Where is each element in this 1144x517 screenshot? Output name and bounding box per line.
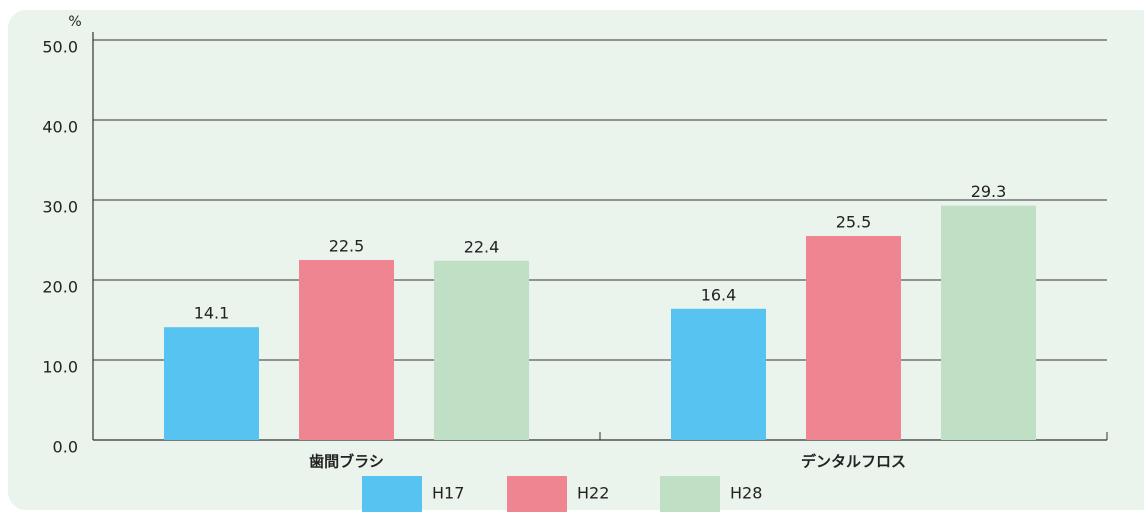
y-tick-label: 20.0: [42, 278, 78, 297]
bar: [941, 205, 1036, 440]
y-tick-label: 50.0: [42, 38, 78, 57]
data-label: 29.3: [971, 182, 1007, 201]
legend-swatch: [362, 476, 422, 512]
data-label: 22.5: [329, 237, 365, 256]
bar: [806, 236, 901, 440]
y-tick-label: 10.0: [42, 358, 78, 377]
x-tick-label: デンタルフロス: [801, 453, 906, 471]
legend-label: H22: [577, 484, 609, 503]
bar: [299, 260, 394, 440]
legend-swatch: [660, 476, 720, 512]
data-label: 25.5: [836, 213, 872, 232]
legend-swatch: [507, 476, 567, 512]
data-label: 14.1: [194, 304, 230, 323]
y-tick-label: 40.0: [42, 118, 78, 137]
bar: [671, 308, 766, 440]
y-tick-label: 0.0: [53, 438, 78, 457]
data-label: 16.4: [701, 285, 737, 304]
data-label: 22.4: [464, 237, 500, 256]
y-unit: %: [68, 14, 81, 30]
bar: [164, 327, 259, 440]
bar: [434, 260, 529, 440]
y-tick-label: 30.0: [42, 198, 78, 217]
x-tick-label: 歯間ブラシ: [309, 453, 384, 471]
legend-label: H28: [730, 484, 762, 503]
legend-label: H17: [432, 484, 464, 503]
